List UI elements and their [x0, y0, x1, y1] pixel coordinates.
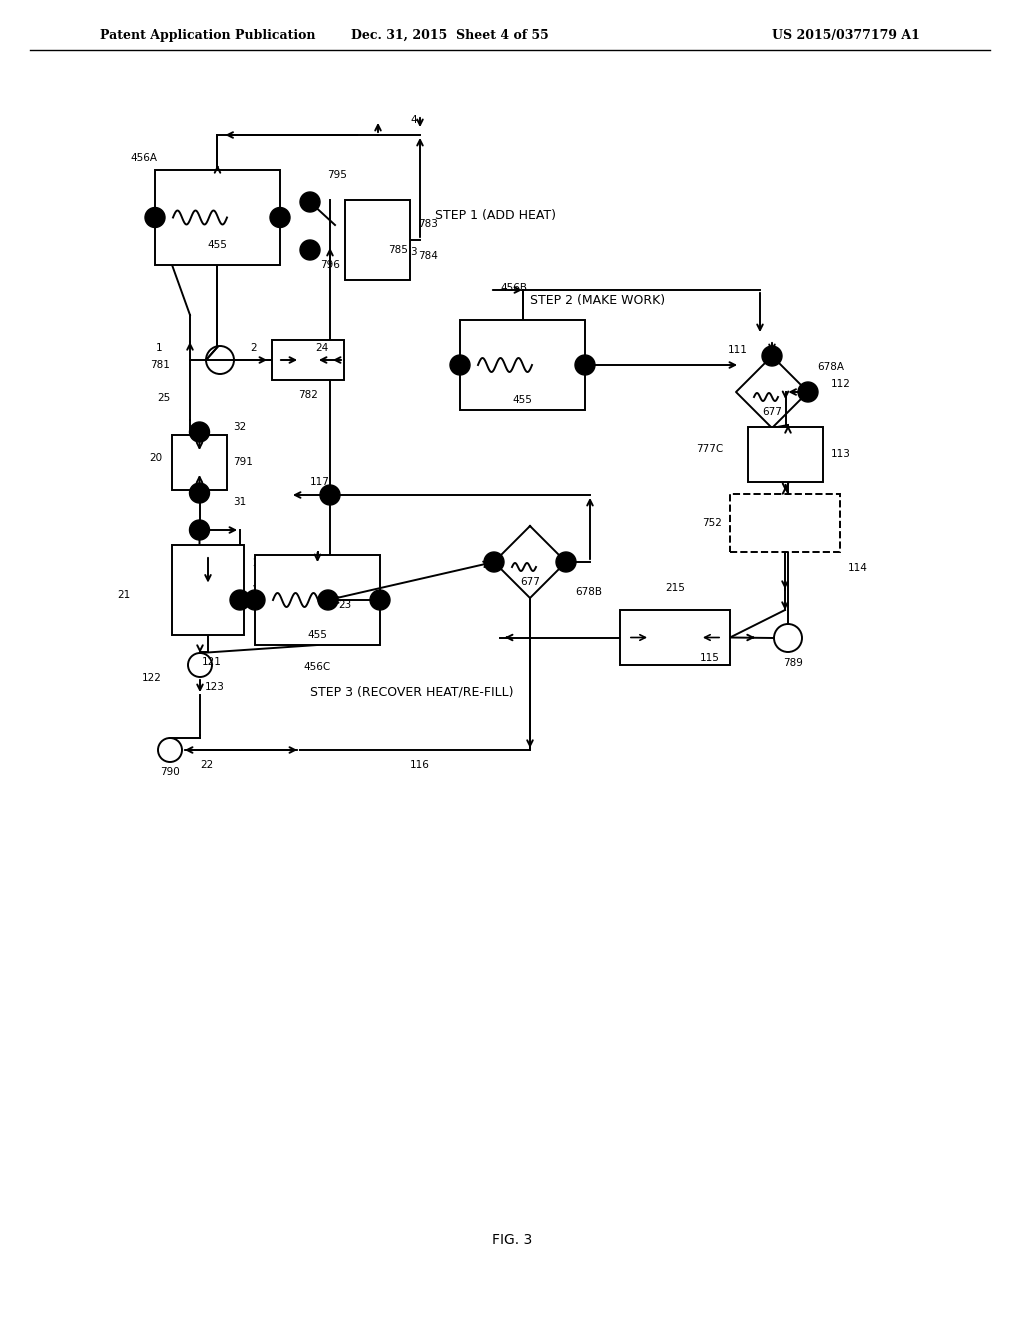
Circle shape — [318, 590, 338, 610]
Text: 1: 1 — [156, 343, 162, 352]
Text: US 2015/0377179 A1: US 2015/0377179 A1 — [772, 29, 920, 41]
Polygon shape — [736, 356, 808, 428]
Circle shape — [575, 355, 595, 375]
Text: 752: 752 — [702, 517, 722, 528]
Bar — [255, 554, 380, 645]
Text: 785: 785 — [388, 246, 408, 255]
Circle shape — [300, 240, 319, 260]
Circle shape — [189, 520, 210, 540]
Text: STEP 2 (MAKE WORK): STEP 2 (MAKE WORK) — [530, 293, 666, 306]
Text: 795: 795 — [327, 170, 347, 180]
Circle shape — [230, 590, 250, 610]
Text: 215: 215 — [665, 583, 685, 593]
Text: 23: 23 — [338, 601, 351, 610]
Bar — [272, 341, 344, 380]
Text: 122: 122 — [142, 673, 162, 682]
Text: 456A: 456A — [130, 153, 157, 162]
Text: 2: 2 — [250, 343, 257, 352]
Bar — [460, 319, 585, 411]
Circle shape — [270, 207, 290, 227]
Text: 791: 791 — [233, 458, 253, 467]
Text: 777C: 777C — [695, 445, 723, 454]
FancyBboxPatch shape — [730, 494, 840, 552]
Text: 456B: 456B — [500, 282, 527, 293]
Text: 678B: 678B — [575, 587, 602, 597]
Circle shape — [189, 483, 210, 503]
Text: 677: 677 — [762, 407, 782, 417]
Text: 455: 455 — [208, 240, 227, 249]
Text: 783: 783 — [418, 219, 438, 228]
Circle shape — [556, 552, 575, 572]
Text: 677: 677 — [520, 577, 540, 587]
Text: STEP 3 (RECOVER HEAT/RE-FILL): STEP 3 (RECOVER HEAT/RE-FILL) — [310, 685, 513, 698]
Text: 781: 781 — [151, 360, 170, 370]
Text: 678A: 678A — [817, 362, 844, 372]
Text: 22: 22 — [200, 760, 213, 770]
Text: 113: 113 — [831, 450, 851, 459]
Bar — [345, 201, 410, 280]
Text: 123: 123 — [205, 682, 225, 692]
Text: 796: 796 — [319, 260, 340, 271]
Text: 455: 455 — [307, 630, 328, 640]
Text: FIG. 3: FIG. 3 — [492, 1233, 532, 1247]
Text: STEP 1 (ADD HEAT): STEP 1 (ADD HEAT) — [435, 209, 556, 222]
Polygon shape — [494, 525, 566, 598]
Text: 115: 115 — [700, 653, 720, 663]
Circle shape — [189, 422, 210, 442]
Circle shape — [370, 590, 390, 610]
Text: 116: 116 — [410, 760, 430, 770]
Bar — [155, 170, 280, 265]
Text: 20: 20 — [148, 453, 162, 463]
Text: 3: 3 — [410, 247, 417, 257]
Text: 4: 4 — [410, 115, 417, 125]
Circle shape — [798, 381, 818, 403]
Circle shape — [319, 484, 340, 506]
Text: 21: 21 — [117, 590, 130, 601]
Text: 455: 455 — [513, 395, 532, 405]
Text: 120: 120 — [252, 585, 271, 595]
Bar — [620, 610, 730, 665]
Bar — [172, 545, 244, 635]
Text: 790: 790 — [160, 767, 180, 777]
Circle shape — [245, 590, 265, 610]
Circle shape — [300, 191, 319, 213]
Text: 117: 117 — [310, 477, 330, 487]
Text: 24: 24 — [315, 343, 329, 352]
Circle shape — [450, 355, 470, 375]
Text: 114: 114 — [848, 564, 868, 573]
Text: 32: 32 — [233, 422, 246, 432]
Text: 782: 782 — [298, 389, 317, 400]
Bar — [748, 426, 823, 482]
Text: 111: 111 — [728, 345, 748, 355]
Text: 789: 789 — [783, 657, 803, 668]
Text: 121: 121 — [202, 657, 222, 667]
Text: Dec. 31, 2015  Sheet 4 of 55: Dec. 31, 2015 Sheet 4 of 55 — [351, 29, 549, 41]
Text: 220: 220 — [252, 558, 271, 568]
Circle shape — [484, 552, 504, 572]
Text: 112: 112 — [831, 379, 851, 389]
Text: 784: 784 — [418, 251, 438, 261]
Bar — [172, 436, 227, 490]
Text: 456C: 456C — [304, 663, 331, 672]
Text: Patent Application Publication: Patent Application Publication — [100, 29, 315, 41]
Text: 31: 31 — [233, 498, 246, 507]
Circle shape — [762, 346, 782, 366]
Circle shape — [145, 207, 165, 227]
Text: 25: 25 — [157, 393, 170, 403]
